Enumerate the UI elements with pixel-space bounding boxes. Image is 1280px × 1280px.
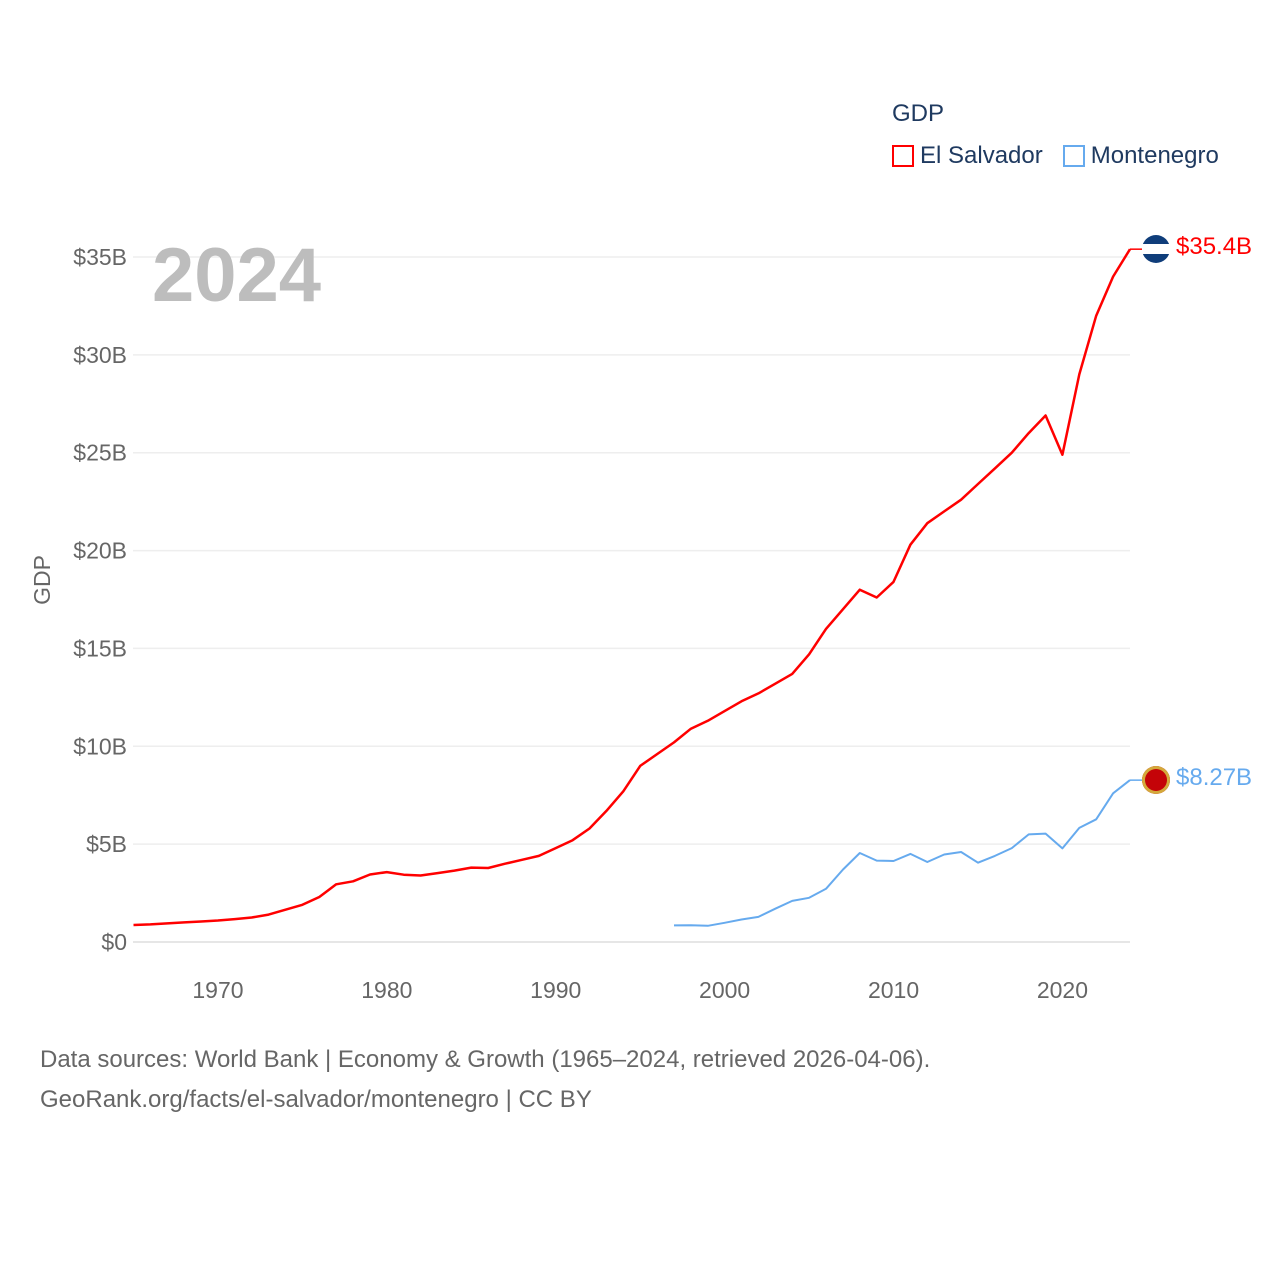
- y-tick-label: $30B: [73, 342, 127, 368]
- x-tick-label: 2020: [1037, 977, 1088, 1003]
- y-tick-label: $15B: [73, 635, 127, 661]
- legend-label: Montenegro: [1090, 142, 1219, 169]
- end-label-montenegro: $8.27B: [1176, 764, 1253, 791]
- y-tick-label: $20B: [73, 538, 127, 564]
- x-tick-label: 1990: [530, 977, 581, 1003]
- legend-label: El Salvador: [920, 142, 1043, 169]
- montenegro-flag-icon: [1142, 766, 1170, 794]
- x-tick-label: 1980: [361, 977, 412, 1003]
- y-tick-label: $0: [101, 929, 127, 955]
- x-tick-label: 2010: [868, 977, 919, 1003]
- year-label: 2024: [152, 233, 322, 318]
- el-salvador-flag-icon: [1142, 235, 1170, 263]
- y-tick-label: $25B: [73, 440, 127, 466]
- y-axis-label: GDP: [29, 555, 55, 605]
- x-tick-label: 2000: [699, 977, 750, 1003]
- legend-item-montenegro[interactable]: Montenegro: [1062, 142, 1219, 170]
- series-line-montenegro: [673, 779, 1131, 927]
- legend-item-el-salvador[interactable]: El Salvador: [892, 142, 1043, 170]
- x-tick-label: 1970: [192, 977, 243, 1003]
- legend-swatch: [892, 145, 914, 167]
- y-tick-label: $5B: [86, 831, 127, 857]
- y-tick-label: $10B: [73, 733, 127, 759]
- y-tick-label: $35B: [73, 244, 127, 270]
- end-label-el-salvador: $35.4B: [1176, 233, 1253, 260]
- legend-title: GDP: [892, 100, 945, 127]
- source-link[interactable]: GeoRank.org/facts/el-salvador/montenegro…: [40, 1086, 592, 1113]
- series-line-el-salvador: [133, 248, 1132, 927]
- source-text: Data sources: World Bank | Economy & Gro…: [40, 1046, 931, 1073]
- legend: El Salvador Montenegro: [892, 142, 1219, 170]
- legend-swatch: [1062, 145, 1085, 167]
